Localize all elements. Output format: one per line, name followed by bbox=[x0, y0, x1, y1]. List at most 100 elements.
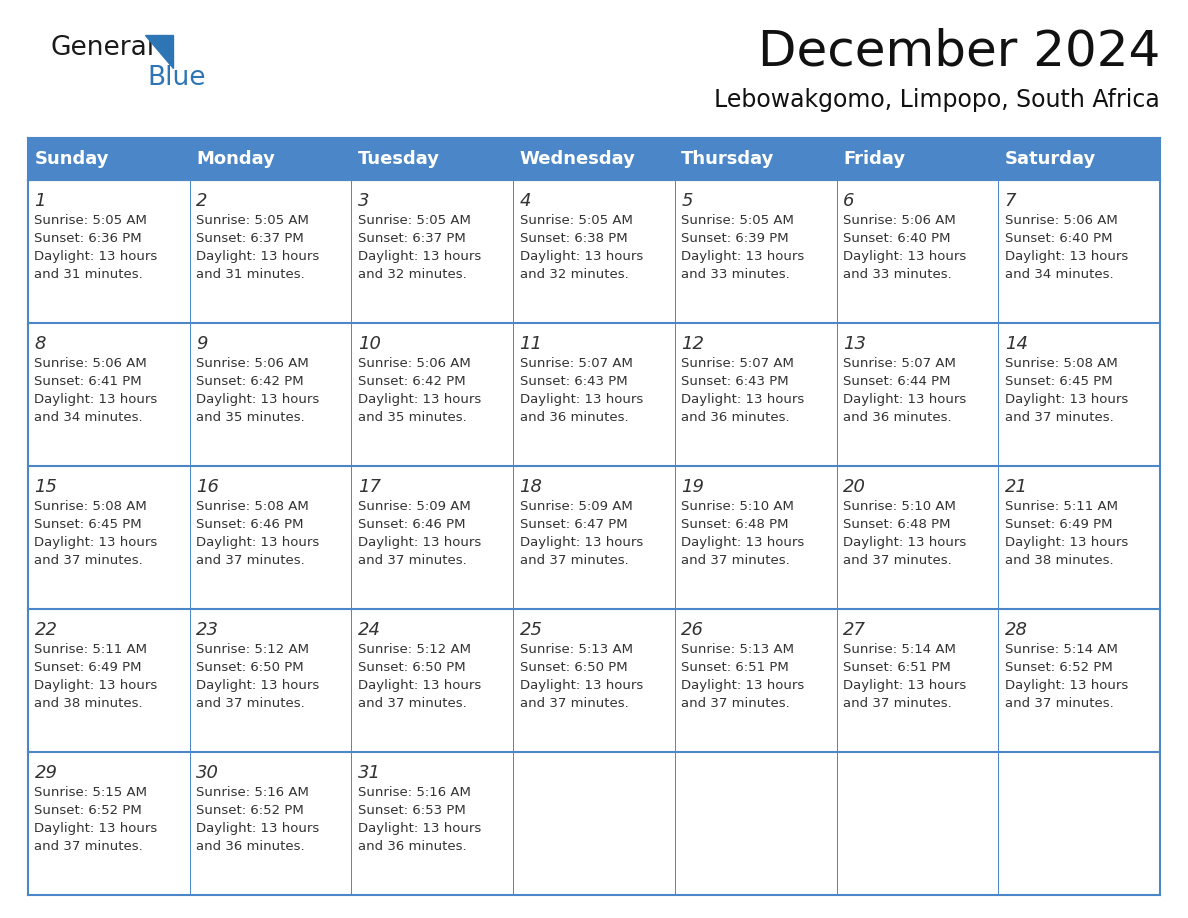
Text: Daylight: 13 hours: Daylight: 13 hours bbox=[196, 679, 320, 692]
Text: Sunrise: 5:08 AM: Sunrise: 5:08 AM bbox=[196, 500, 309, 513]
Text: and 35 minutes.: and 35 minutes. bbox=[196, 411, 305, 424]
Text: Daylight: 13 hours: Daylight: 13 hours bbox=[34, 679, 158, 692]
Text: 5: 5 bbox=[682, 192, 693, 210]
Text: Sunrise: 5:07 AM: Sunrise: 5:07 AM bbox=[682, 357, 795, 370]
Text: and 37 minutes.: and 37 minutes. bbox=[196, 697, 305, 710]
Text: Lebowakgomo, Limpopo, South Africa: Lebowakgomo, Limpopo, South Africa bbox=[714, 88, 1159, 112]
Text: Sunrise: 5:08 AM: Sunrise: 5:08 AM bbox=[34, 500, 147, 513]
Text: Sunrise: 5:14 AM: Sunrise: 5:14 AM bbox=[843, 643, 956, 656]
Text: 4: 4 bbox=[519, 192, 531, 210]
Text: Sunset: 6:42 PM: Sunset: 6:42 PM bbox=[358, 375, 466, 388]
Text: Sunrise: 5:08 AM: Sunrise: 5:08 AM bbox=[1005, 357, 1118, 370]
Text: Sunrise: 5:14 AM: Sunrise: 5:14 AM bbox=[1005, 643, 1118, 656]
Text: Sunset: 6:51 PM: Sunset: 6:51 PM bbox=[843, 661, 950, 674]
Text: and 37 minutes.: and 37 minutes. bbox=[34, 840, 144, 853]
Text: and 37 minutes.: and 37 minutes. bbox=[843, 697, 952, 710]
Text: Sunset: 6:52 PM: Sunset: 6:52 PM bbox=[196, 804, 304, 817]
Text: Sunset: 6:40 PM: Sunset: 6:40 PM bbox=[843, 232, 950, 245]
Text: and 38 minutes.: and 38 minutes. bbox=[34, 697, 143, 710]
Text: 27: 27 bbox=[843, 621, 866, 639]
Text: 30: 30 bbox=[196, 764, 219, 782]
Text: Daylight: 13 hours: Daylight: 13 hours bbox=[358, 679, 481, 692]
Text: 3: 3 bbox=[358, 192, 369, 210]
Text: Sunrise: 5:06 AM: Sunrise: 5:06 AM bbox=[196, 357, 309, 370]
Text: Wednesday: Wednesday bbox=[519, 150, 636, 168]
Text: Sunset: 6:45 PM: Sunset: 6:45 PM bbox=[1005, 375, 1112, 388]
Text: Sunset: 6:43 PM: Sunset: 6:43 PM bbox=[682, 375, 789, 388]
Text: and 36 minutes.: and 36 minutes. bbox=[519, 411, 628, 424]
Text: 24: 24 bbox=[358, 621, 381, 639]
Text: and 37 minutes.: and 37 minutes. bbox=[358, 554, 467, 567]
Text: and 37 minutes.: and 37 minutes. bbox=[358, 697, 467, 710]
Text: and 32 minutes.: and 32 minutes. bbox=[358, 268, 467, 281]
Text: 1: 1 bbox=[34, 192, 46, 210]
Text: and 37 minutes.: and 37 minutes. bbox=[682, 554, 790, 567]
Text: Sunset: 6:46 PM: Sunset: 6:46 PM bbox=[358, 518, 466, 531]
Text: 6: 6 bbox=[843, 192, 854, 210]
Text: 9: 9 bbox=[196, 335, 208, 353]
Text: 19: 19 bbox=[682, 478, 704, 496]
Text: 10: 10 bbox=[358, 335, 381, 353]
Text: and 37 minutes.: and 37 minutes. bbox=[843, 554, 952, 567]
Text: and 37 minutes.: and 37 minutes. bbox=[519, 697, 628, 710]
Text: Sunset: 6:46 PM: Sunset: 6:46 PM bbox=[196, 518, 304, 531]
Text: Saturday: Saturday bbox=[1005, 150, 1097, 168]
Text: 17: 17 bbox=[358, 478, 381, 496]
Text: Sunset: 6:40 PM: Sunset: 6:40 PM bbox=[1005, 232, 1112, 245]
Text: 25: 25 bbox=[519, 621, 543, 639]
Text: 7: 7 bbox=[1005, 192, 1016, 210]
Text: 31: 31 bbox=[358, 764, 381, 782]
Text: 2: 2 bbox=[196, 192, 208, 210]
Text: Monday: Monday bbox=[196, 150, 276, 168]
Text: and 36 minutes.: and 36 minutes. bbox=[358, 840, 467, 853]
Text: and 37 minutes.: and 37 minutes. bbox=[1005, 697, 1113, 710]
Text: Sunrise: 5:05 AM: Sunrise: 5:05 AM bbox=[196, 214, 309, 227]
Text: Sunset: 6:37 PM: Sunset: 6:37 PM bbox=[196, 232, 304, 245]
Text: Sunset: 6:52 PM: Sunset: 6:52 PM bbox=[34, 804, 143, 817]
Text: Daylight: 13 hours: Daylight: 13 hours bbox=[682, 393, 804, 406]
Text: Sunset: 6:48 PM: Sunset: 6:48 PM bbox=[843, 518, 950, 531]
Text: Daylight: 13 hours: Daylight: 13 hours bbox=[1005, 679, 1127, 692]
Text: Sunset: 6:45 PM: Sunset: 6:45 PM bbox=[34, 518, 143, 531]
Text: 13: 13 bbox=[843, 335, 866, 353]
Text: Daylight: 13 hours: Daylight: 13 hours bbox=[196, 822, 320, 835]
Text: 18: 18 bbox=[519, 478, 543, 496]
Text: Sunrise: 5:09 AM: Sunrise: 5:09 AM bbox=[519, 500, 632, 513]
Text: Blue: Blue bbox=[147, 65, 206, 91]
Text: and 38 minutes.: and 38 minutes. bbox=[1005, 554, 1113, 567]
Text: Sunrise: 5:06 AM: Sunrise: 5:06 AM bbox=[358, 357, 470, 370]
Text: Daylight: 13 hours: Daylight: 13 hours bbox=[519, 250, 643, 263]
Text: and 35 minutes.: and 35 minutes. bbox=[358, 411, 467, 424]
Text: 14: 14 bbox=[1005, 335, 1028, 353]
Text: Daylight: 13 hours: Daylight: 13 hours bbox=[1005, 536, 1127, 549]
Text: Sunrise: 5:07 AM: Sunrise: 5:07 AM bbox=[843, 357, 956, 370]
Text: General: General bbox=[50, 35, 154, 61]
Text: Sunrise: 5:05 AM: Sunrise: 5:05 AM bbox=[519, 214, 632, 227]
Text: 23: 23 bbox=[196, 621, 219, 639]
Text: Daylight: 13 hours: Daylight: 13 hours bbox=[196, 536, 320, 549]
Text: and 31 minutes.: and 31 minutes. bbox=[196, 268, 305, 281]
Text: Daylight: 13 hours: Daylight: 13 hours bbox=[196, 393, 320, 406]
Text: Sunset: 6:50 PM: Sunset: 6:50 PM bbox=[358, 661, 466, 674]
Text: Sunset: 6:51 PM: Sunset: 6:51 PM bbox=[682, 661, 789, 674]
Text: 21: 21 bbox=[1005, 478, 1028, 496]
Text: Sunrise: 5:06 AM: Sunrise: 5:06 AM bbox=[1005, 214, 1118, 227]
Text: Daylight: 13 hours: Daylight: 13 hours bbox=[34, 250, 158, 263]
Text: Sunday: Sunday bbox=[34, 150, 109, 168]
Text: Daylight: 13 hours: Daylight: 13 hours bbox=[843, 536, 966, 549]
Text: Sunset: 6:42 PM: Sunset: 6:42 PM bbox=[196, 375, 304, 388]
Text: Sunset: 6:52 PM: Sunset: 6:52 PM bbox=[1005, 661, 1112, 674]
Text: and 33 minutes.: and 33 minutes. bbox=[843, 268, 952, 281]
Text: Sunrise: 5:07 AM: Sunrise: 5:07 AM bbox=[519, 357, 632, 370]
Text: 29: 29 bbox=[34, 764, 57, 782]
Text: Sunrise: 5:13 AM: Sunrise: 5:13 AM bbox=[519, 643, 633, 656]
Text: and 32 minutes.: and 32 minutes. bbox=[519, 268, 628, 281]
Text: Sunset: 6:44 PM: Sunset: 6:44 PM bbox=[843, 375, 950, 388]
Text: Daylight: 13 hours: Daylight: 13 hours bbox=[34, 393, 158, 406]
Text: Sunrise: 5:16 AM: Sunrise: 5:16 AM bbox=[358, 786, 470, 799]
Text: Tuesday: Tuesday bbox=[358, 150, 440, 168]
Text: Sunset: 6:50 PM: Sunset: 6:50 PM bbox=[196, 661, 304, 674]
Text: 20: 20 bbox=[843, 478, 866, 496]
Text: Sunset: 6:36 PM: Sunset: 6:36 PM bbox=[34, 232, 143, 245]
Text: Sunrise: 5:12 AM: Sunrise: 5:12 AM bbox=[358, 643, 470, 656]
